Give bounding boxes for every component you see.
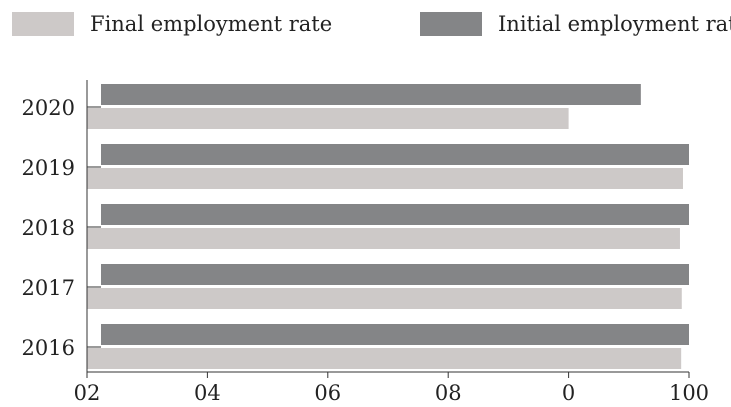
y-axis: 2020 2019 2018 2017 2016 xyxy=(22,80,101,372)
x-tick-label-60: 08 xyxy=(435,381,462,405)
bar-initial-2017 xyxy=(101,264,689,285)
bar-initial-2019 xyxy=(101,144,689,165)
y-tick-label-2018: 2018 xyxy=(22,216,75,240)
x-tick-label-80: 0 xyxy=(562,381,575,405)
bars xyxy=(87,84,689,369)
x-tick-label-20: 04 xyxy=(194,381,221,405)
legend-label-initial: Initial employment rat xyxy=(498,12,731,36)
x-tick-label-0: 02 xyxy=(74,381,101,405)
legend-label-final: Final employment rate xyxy=(90,12,332,36)
bar-final-2016 xyxy=(87,348,682,369)
bar-final-2017 xyxy=(87,288,682,309)
legend: Final employment rate Initial employment … xyxy=(12,12,731,36)
legend-swatch-final xyxy=(12,12,74,36)
bar-final-2020 xyxy=(87,108,569,129)
x-tick-label-40: 06 xyxy=(314,381,341,405)
bar-initial-2020 xyxy=(101,84,641,105)
bar-final-2019 xyxy=(87,168,683,189)
bar-final-2018 xyxy=(87,228,680,249)
y-tick-label-2020: 2020 xyxy=(22,96,75,120)
legend-swatch-initial xyxy=(420,12,482,36)
y-tick-label-2017: 2017 xyxy=(22,276,75,300)
y-tick-label-2016: 2016 xyxy=(22,336,75,360)
x-axis: 02 04 06 08 0 100 xyxy=(74,371,709,405)
x-tick-label-100: 100 xyxy=(669,381,709,405)
y-tick-label-2019: 2019 xyxy=(22,156,75,180)
bar-initial-2018 xyxy=(101,204,689,225)
bar-initial-2016 xyxy=(101,324,689,345)
